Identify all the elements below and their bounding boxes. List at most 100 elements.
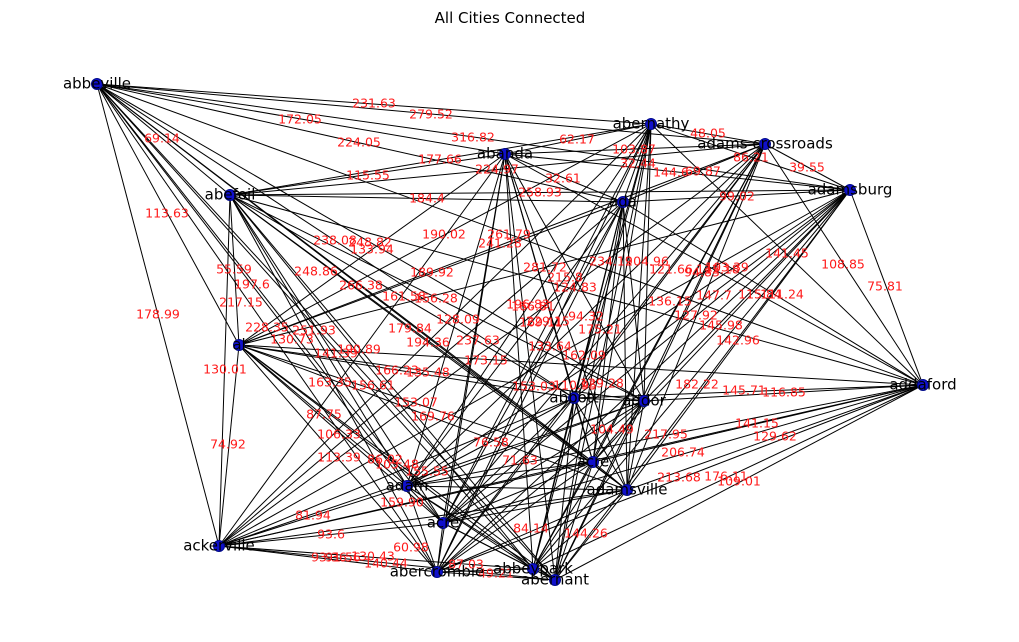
edge-addor--adamsville (626, 400, 645, 491)
edge-addor--acre (592, 400, 645, 463)
edge-al--addor (238, 344, 645, 402)
edge-abbott--adam (406, 397, 575, 487)
node-ada (617, 196, 629, 208)
edge-weight-label: 87.03 (448, 557, 484, 572)
edge-weight-label: 75.81 (867, 279, 903, 294)
edge-weight-label: 129.62 (753, 429, 797, 444)
edges-layer (96, 83, 924, 581)
edge-weight-label: 166.81 (511, 299, 555, 314)
edge-abbott--ackerville (218, 397, 575, 547)
edge-abernathy--al (238, 123, 652, 346)
edge-abefoil--abernant (229, 194, 556, 581)
edge-adamsburg--abercrombie (436, 189, 851, 573)
edge-abanda--abefoil (229, 153, 506, 196)
edge-adamsburg--ackerville (218, 189, 851, 547)
edge-adam--abbeypark (406, 485, 534, 570)
nodes-layer (91, 78, 929, 586)
edge-weight-label: 217.15 (219, 295, 263, 310)
edge-addor--adam (406, 400, 645, 487)
node-abefoil (224, 189, 236, 201)
edge-weight-label: 113.39 (317, 450, 361, 465)
edge-abbeville--abernant (96, 83, 556, 581)
edge-abernathy--adams-crossroads (650, 123, 766, 145)
edge-weight-label: 32.61 (545, 171, 581, 186)
edge-abefoil--acre (229, 194, 594, 463)
edge-ada--al (238, 201, 624, 346)
edge-abbeville--addor (96, 83, 645, 402)
edge-abbott--addor (573, 397, 645, 402)
edge-adams-crossroads--abanda (504, 143, 766, 155)
edge-abernathy--ada (622, 123, 652, 203)
edge-abanda--abercrombie (436, 153, 506, 573)
edge-abanda--al (238, 153, 506, 346)
edge-weight-label: 71.63 (502, 453, 538, 468)
edge-weight-label: 147.7 (696, 288, 732, 303)
edge-abbeville--ada (96, 83, 624, 203)
edge-weight-label: 176.11 (704, 469, 748, 484)
edge-weight-label: 316.82 (451, 130, 495, 145)
edge-weight-label: 136.15 (648, 294, 692, 309)
edge-weight-label: 94.83 (684, 265, 720, 280)
edge-acre2--ackerville (218, 522, 444, 547)
edge-addaford--adamsville (626, 384, 924, 491)
edge-al--acre (238, 344, 594, 463)
edge-abbeville--abefoil (96, 83, 231, 196)
edge-weight-label: 32.44 (620, 156, 656, 171)
edge-weight-label: 196.83 (506, 297, 550, 312)
edge-weight-label: 251.93 (292, 323, 336, 338)
edge-weight-label: 69.14 (144, 131, 180, 146)
edge-abanda--adamsville (504, 153, 628, 491)
edge-weight-label: 135.48 (406, 365, 450, 380)
node-abbeypark (527, 563, 539, 575)
edge-abbeville--al (96, 83, 240, 346)
edge-weight-label: 62.17 (559, 132, 595, 147)
edge-abbott--abbeypark (532, 397, 575, 570)
edge-weight-label: 124.83 (553, 280, 597, 295)
edge-adamsville--abbeypark (532, 489, 628, 570)
edge-adamsburg--al (238, 189, 851, 346)
node-label-abanda: abanda (477, 145, 533, 163)
edge-weight-label: 279.52 (409, 107, 453, 122)
edge-weight-label: 156.61 (351, 378, 395, 393)
edge-abernathy--acre2 (442, 123, 652, 524)
node-label-acre: acre (577, 453, 610, 471)
edge-weight-label: 266.38 (339, 278, 383, 293)
edge-adamsville--abernant (554, 489, 628, 581)
edge-weight-label: 141.45 (765, 246, 809, 261)
edge-weight-label: 248.82 (348, 235, 392, 250)
edge-adamsville--ackerville (218, 489, 628, 547)
edge-abernathy--abernant (554, 123, 652, 581)
node-label-addor: addor (622, 392, 666, 410)
edge-adamsville--abercrombie (436, 489, 628, 573)
edge-weight-label: 48.05 (690, 126, 726, 141)
edge-weight-label: 130.43 (351, 549, 395, 564)
edge-weight-label: 141.15 (735, 416, 779, 431)
edge-abbott--acre (573, 397, 594, 463)
edge-weight-label: 215.8 (547, 270, 583, 285)
edge-weight-label: 140.44 (364, 556, 408, 571)
edge-adams-crossroads--ackerville (218, 143, 766, 547)
node-label-abbott: abbott (549, 389, 598, 407)
node-adams-crossroads (759, 138, 771, 150)
edge-weight-label: 115.84 (738, 287, 782, 302)
edge-addor--addaford (643, 384, 924, 402)
edge-adams-crossroads--abernant (554, 143, 766, 581)
edge-ada--adamsville (622, 201, 628, 491)
edge-al--abercrombie (238, 344, 438, 573)
edge-weight-label: 231.63 (352, 96, 396, 111)
node-label-abbeypark: abbeypark (493, 560, 573, 578)
edge-weight-label: 129.28 (580, 376, 624, 391)
edge-ackerville--abercrombie (218, 545, 438, 573)
edge-weight-label: 238.08 (313, 233, 357, 248)
edge-abefoil--adam (229, 194, 408, 487)
edge-weight-label: 206.74 (661, 445, 705, 460)
edge-ada--adamsburg (622, 189, 851, 203)
edge-weight-label: 169.11 (519, 315, 563, 330)
edge-adams-crossroads--adamsburg (764, 143, 851, 191)
edge-weight-label: 127.92 (674, 308, 718, 323)
edge-weight-label: 110.95 (553, 378, 597, 393)
edge-al--abbott (238, 344, 575, 399)
node-abbott (568, 392, 580, 404)
node-label-adams-crossroads: adams crossroads (697, 135, 833, 153)
